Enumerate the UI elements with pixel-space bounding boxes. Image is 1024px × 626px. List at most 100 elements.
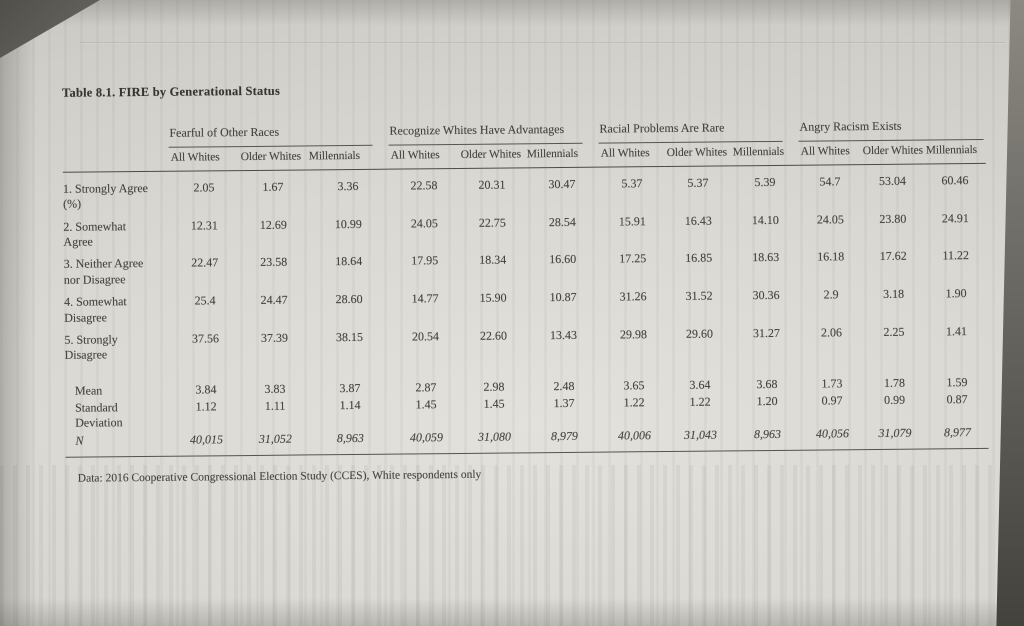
row-label: Standard Deviation — [75, 400, 123, 430]
value-cell: 1.12 — [195, 399, 217, 414]
subheader-cell: All Whites — [168, 147, 239, 172]
value-cell: 16.60 — [549, 252, 577, 267]
value-cell: 18.63 — [752, 250, 780, 265]
subheader-cell: Older Whites — [664, 142, 731, 167]
value-cell: 0.97 — [821, 393, 843, 408]
value-cell: 3.65 — [623, 377, 645, 393]
value-cell: 22.75 — [478, 215, 506, 230]
value-cell: 10.87 — [549, 290, 577, 305]
value-cell: 28.54 — [548, 214, 576, 229]
value-cell: 31.52 — [685, 288, 713, 303]
value-cell: 22.58 — [410, 178, 438, 193]
row-label: 4. Somewhat Disagree — [64, 294, 127, 325]
value-cell: 16.85 — [685, 250, 713, 266]
value-cell: 15.91 — [618, 213, 646, 229]
value-cell: 17.25 — [619, 251, 647, 266]
value-cell: 28.60 — [335, 292, 363, 307]
value-cell: 37.39 — [260, 330, 288, 345]
value-cell: 40,015 — [171, 430, 242, 457]
value-cell: 14.77 — [411, 291, 439, 306]
value-cell: 30.47 — [548, 176, 576, 192]
subheader-cell: Older Whites — [238, 146, 307, 171]
corner-cell-blank — [62, 124, 168, 149]
subheader-cell: Older Whites — [860, 140, 924, 165]
value-cell: 5.37 — [687, 175, 709, 190]
value-cell: 3.68 — [756, 376, 778, 391]
value-cell: 12.31 — [190, 218, 218, 233]
value-cell: 5.37 — [621, 176, 643, 191]
value-cell: 3.84 — [195, 381, 217, 397]
group-header-label: Fearful of Other Races — [168, 123, 373, 148]
row-label: 3. Neither Agree nor Disagree — [63, 256, 144, 287]
value-cell: 14.10 — [751, 212, 779, 227]
value-cell: 15.90 — [479, 290, 507, 305]
value-cell: 53.04 — [878, 173, 907, 188]
value-cell: 16.43 — [684, 213, 712, 228]
value-cell: 24.91 — [941, 210, 969, 226]
group-header-cell: Racial Problems Are Rare — [598, 118, 798, 144]
value-cell: 1.41 — [945, 323, 968, 339]
value-cell: 31,080 — [461, 428, 528, 454]
page-content: Table 8.1. FIRE by Generational Status F… — [40, 77, 994, 485]
value-cell: 12.69 — [259, 217, 287, 232]
value-cell: 0.87 — [946, 392, 968, 407]
subheader-cell: All Whites — [798, 141, 861, 166]
page-bottom-shadow — [0, 598, 1024, 626]
value-cell: 18.34 — [479, 252, 507, 268]
value-cell: 29.60 — [685, 326, 714, 341]
subheader-cell: Millennials — [306, 145, 389, 170]
value-cell: 3.18 — [883, 286, 905, 302]
value-cell: 5.39 — [754, 174, 776, 190]
value-cell: 1.78 — [883, 375, 906, 390]
value-cell: 2.05 — [193, 180, 215, 195]
value-cell: 31,043 — [667, 426, 734, 452]
group-header-cell: Recognize Whites Have Advantages — [388, 120, 598, 146]
value-cell: 2.06 — [820, 325, 843, 340]
value-cell: 16.18 — [817, 249, 845, 264]
value-cell: 2.98 — [483, 379, 505, 394]
row-label: N — [65, 431, 172, 458]
value-cell: 20.54 — [411, 329, 440, 344]
row-label: Mean — [74, 383, 103, 398]
subheader-cell: Older Whites — [458, 144, 525, 169]
value-cell: 17.95 — [411, 253, 439, 268]
value-cell: 25.4 — [194, 293, 216, 308]
value-cell: 1.22 — [623, 395, 645, 410]
page-left-shadow — [0, 0, 36, 626]
group-header-label: Angry Racism Exists — [798, 117, 984, 142]
value-cell: 8,963 — [309, 429, 392, 455]
page-crease — [80, 42, 1006, 44]
fire-by-generation-table: Fearful of Other Races Recognize Whites … — [62, 116, 989, 458]
value-cell: 3.64 — [689, 377, 711, 392]
value-cell: 2.9 — [823, 287, 839, 302]
value-cell: 30.36 — [752, 288, 780, 303]
value-cell: 23.80 — [879, 211, 907, 226]
page-top-shadow — [0, 0, 1024, 26]
subheader-cell: Millennials — [730, 141, 799, 166]
value-cell: 22.47 — [191, 255, 219, 270]
subheader-cell: All Whites — [598, 143, 665, 168]
value-cell: 24.05 — [410, 215, 438, 231]
row-label: 1. Strongly Agree (%) — [62, 180, 149, 212]
row-label: 2. Somewhat Agree — [63, 218, 127, 249]
value-cell: 17.62 — [879, 249, 907, 264]
group-header-label: Recognize Whites Have Advantages — [388, 121, 583, 146]
row-label: 5. Strongly Disagree — [64, 332, 118, 363]
value-cell: 1.37 — [553, 395, 575, 411]
value-cell: 1.59 — [946, 374, 968, 389]
value-cell: 1.90 — [945, 286, 967, 301]
value-cell: 8,977 — [926, 423, 989, 450]
page-showthrough-texture-bottom — [0, 465, 1024, 626]
value-cell: 60.46 — [941, 173, 969, 188]
value-cell: 3.83 — [264, 381, 286, 396]
value-cell: 23.58 — [260, 255, 288, 270]
value-cell: 2.48 — [553, 378, 575, 393]
subheader-cell: Millennials — [524, 143, 599, 168]
value-cell: 31,079 — [863, 424, 927, 450]
value-cell: 31.27 — [752, 325, 781, 341]
group-header-cell: Angry Racism Exists — [798, 116, 985, 142]
value-cell: 20.31 — [478, 177, 506, 192]
value-cell: 54.7 — [819, 174, 841, 189]
subheader-cell-blank — [62, 147, 169, 173]
value-cell: 22.60 — [479, 328, 507, 343]
